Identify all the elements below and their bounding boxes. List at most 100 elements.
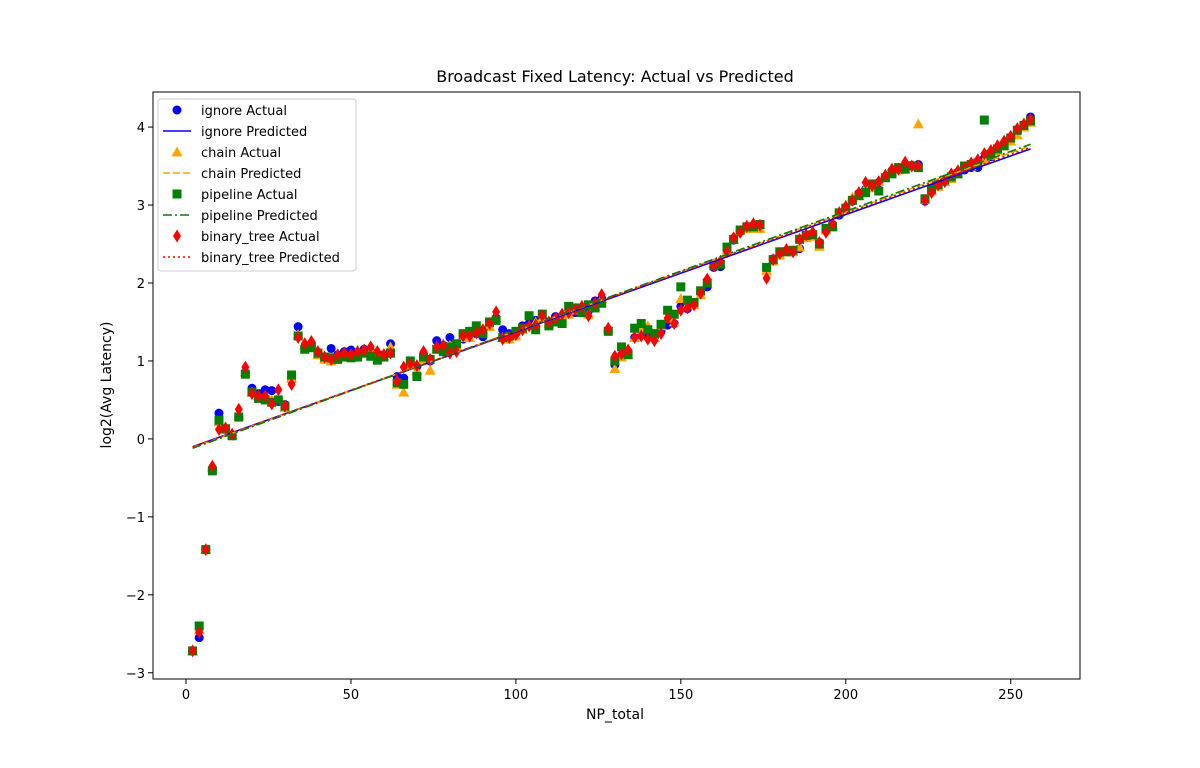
- data-point: [993, 139, 1002, 153]
- data-point: [874, 175, 883, 189]
- legend-label: binary_tree Actual: [201, 230, 320, 245]
- y-tick-label: −1: [126, 511, 145, 526]
- data-point: [630, 331, 639, 345]
- legend: ignore Actual ignore Predicted chain Actua…: [157, 98, 357, 272]
- data-point: [261, 389, 270, 403]
- data-point: [782, 242, 791, 256]
- data-point: [538, 309, 547, 323]
- data-point: [452, 339, 462, 349]
- data-point: [267, 386, 277, 396]
- data-point: [293, 322, 303, 332]
- data-point: [557, 319, 567, 329]
- data-point: [465, 329, 474, 343]
- x-tick-label: 50: [343, 688, 360, 703]
- data-point: [439, 338, 448, 352]
- legend-label: pipeline Actual: [201, 188, 297, 203]
- y-tick-label: 3: [137, 199, 145, 214]
- data-point: [419, 345, 428, 359]
- legend-marker: [171, 146, 183, 157]
- data-point: [360, 343, 369, 357]
- data-point: [307, 334, 316, 348]
- data-point: [874, 186, 884, 196]
- data-point: [386, 346, 395, 360]
- data-point: [214, 415, 224, 425]
- data-point: [492, 305, 501, 319]
- data-point: [372, 355, 382, 365]
- data-point: [398, 386, 410, 397]
- data-point: [313, 345, 322, 359]
- data-point: [287, 377, 296, 391]
- data-point: [649, 329, 659, 339]
- data-point: [643, 325, 653, 335]
- x-tick-label: 150: [668, 688, 693, 703]
- data-point: [320, 350, 329, 364]
- data-point: [808, 225, 817, 239]
- data-point: [900, 164, 910, 174]
- legend-label: chain Predicted: [201, 167, 301, 182]
- data-point: [399, 379, 409, 389]
- data-point: [491, 315, 501, 325]
- data-point: [848, 193, 857, 207]
- data-point: [366, 340, 375, 354]
- data-point: [221, 421, 230, 435]
- data-point: [340, 346, 349, 360]
- data-point: [742, 219, 751, 233]
- x-tick-label: 100: [503, 688, 528, 703]
- data-point: [459, 329, 468, 343]
- data-point: [597, 298, 607, 308]
- x-tick-label: 0: [182, 688, 190, 703]
- data-point: [637, 329, 646, 343]
- data-point: [471, 321, 481, 331]
- data-point: [327, 352, 336, 366]
- data-point: [912, 118, 924, 129]
- data-point: [703, 272, 712, 286]
- data-point: [881, 168, 890, 182]
- x-tick-label: 250: [998, 688, 1023, 703]
- data-point: [1026, 112, 1035, 126]
- data-point: [406, 357, 415, 371]
- y-tick-label: 2: [137, 277, 145, 292]
- data-point: [690, 298, 699, 312]
- data-point: [597, 288, 606, 302]
- data-point: [986, 143, 995, 157]
- data-point: [424, 364, 436, 375]
- data-point: [670, 317, 679, 331]
- x-axis-label: NP_total: [586, 707, 644, 723]
- data-point: [821, 225, 830, 239]
- data-point: [1006, 129, 1015, 143]
- data-point: [412, 359, 421, 373]
- data-point: [749, 217, 758, 231]
- data-point: [1019, 117, 1028, 131]
- data-point: [657, 327, 666, 341]
- data-point: [366, 351, 376, 361]
- data-point: [609, 363, 621, 374]
- legend-box: [157, 98, 357, 272]
- data-point: [412, 372, 422, 382]
- data-point: [979, 115, 989, 125]
- data-point: [861, 175, 870, 189]
- data-point: [683, 301, 692, 315]
- data-point: [636, 319, 646, 329]
- chart-title: Broadcast Fixed Latency: Actual vs Predi…: [436, 67, 794, 86]
- data-point: [868, 179, 877, 193]
- data-point: [393, 374, 402, 388]
- data-point: [280, 399, 289, 413]
- data-point: [616, 342, 626, 352]
- data-point: [379, 348, 388, 362]
- data-point: [353, 345, 362, 359]
- data-point: [815, 235, 824, 249]
- data-point: [610, 349, 619, 363]
- plot-area-frame: [152, 91, 1081, 680]
- data-point: [802, 228, 811, 242]
- data-point: [914, 159, 923, 173]
- data-point: [234, 412, 244, 422]
- data-point: [907, 159, 916, 173]
- y-tick-label: −3: [126, 667, 145, 682]
- y-axis-label: log2(Avg Latency): [99, 322, 115, 449]
- data-point: [756, 218, 765, 232]
- legend-marker: [172, 189, 182, 199]
- data-point: [195, 625, 204, 639]
- legend-label: ignore Actual: [201, 104, 287, 119]
- data-point: [682, 295, 692, 305]
